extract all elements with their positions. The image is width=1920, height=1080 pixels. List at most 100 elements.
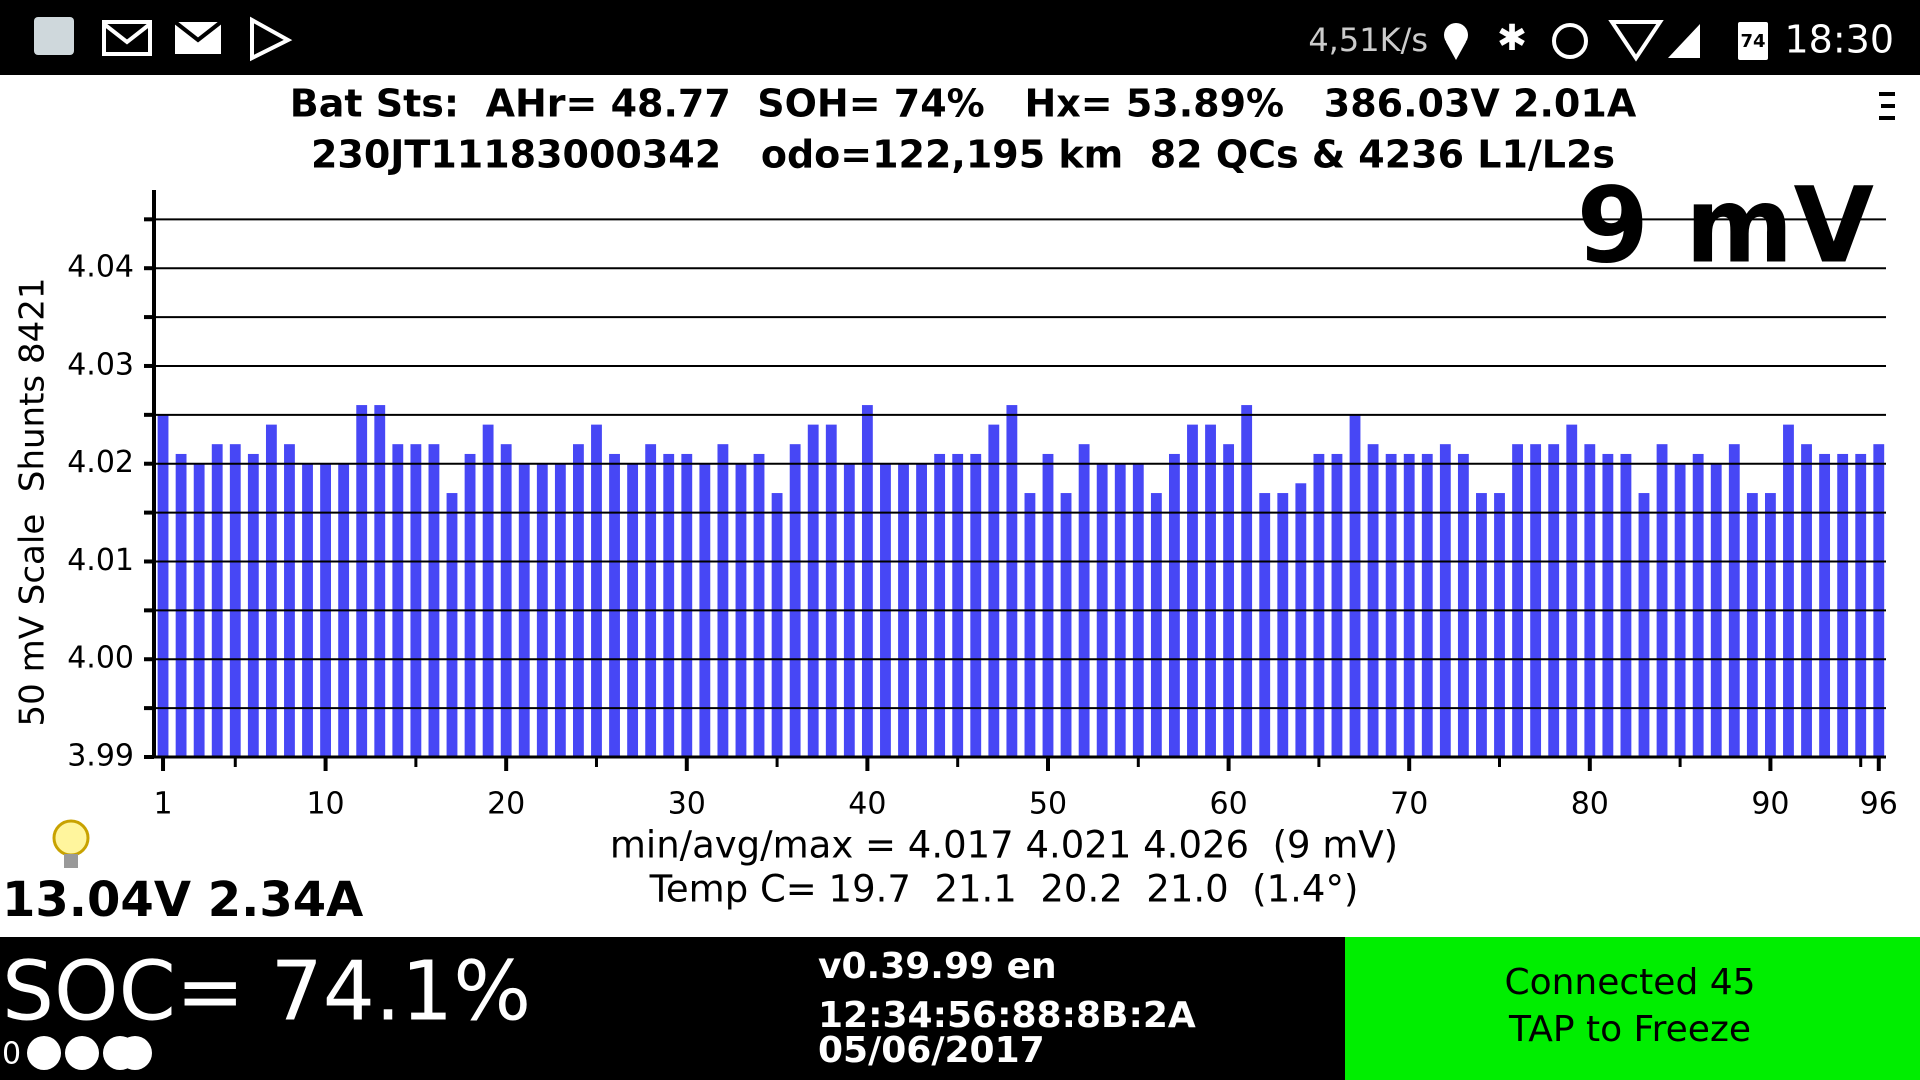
x-tick-label: 50 bbox=[1029, 787, 1067, 822]
header-line: 230JT11183000342 odo=122,195 km 82 QCs &… bbox=[311, 133, 1615, 177]
bar bbox=[1385, 453, 1397, 757]
bar bbox=[500, 444, 512, 757]
spread-annotation: 9 mV bbox=[1577, 164, 1874, 286]
x-tick-label: 96 bbox=[1860, 787, 1898, 822]
y-tick-label: 4.01 bbox=[67, 543, 134, 578]
x-tick-label: 1 bbox=[153, 787, 172, 822]
bar bbox=[717, 444, 729, 757]
bar bbox=[1855, 453, 1867, 757]
bar bbox=[1078, 444, 1090, 757]
y-tick-label: 4.03 bbox=[67, 347, 134, 382]
bar bbox=[663, 453, 675, 757]
alarm-icon bbox=[1552, 23, 1588, 59]
bar bbox=[1205, 424, 1216, 757]
bar bbox=[1783, 424, 1794, 757]
bar bbox=[789, 444, 801, 757]
x-tick-label: 40 bbox=[848, 787, 886, 822]
bar bbox=[1150, 493, 1162, 757]
x-tick-label: 90 bbox=[1751, 787, 1789, 822]
bar bbox=[464, 453, 476, 757]
bar bbox=[1873, 444, 1885, 757]
y-tick-label: 4.04 bbox=[67, 250, 134, 285]
bar bbox=[284, 444, 295, 757]
bar bbox=[356, 405, 368, 757]
bar bbox=[1764, 493, 1776, 757]
footer bbox=[0, 937, 1345, 1080]
bar bbox=[247, 453, 259, 757]
bulb-icon[interactable] bbox=[52, 819, 90, 868]
bar bbox=[1476, 493, 1487, 757]
bar bbox=[934, 453, 946, 757]
bar bbox=[1512, 444, 1523, 757]
connection-button[interactable] bbox=[1345, 937, 1920, 1080]
mac-address: 12:34:56:88:8B:2A bbox=[818, 995, 1196, 1036]
bar bbox=[1367, 444, 1379, 757]
x-tick-label: 30 bbox=[668, 787, 706, 822]
chart: 3.99 4.00 4.01 4.02 4.03 4.04 1 10 20 30 40 50 60 70 8… bbox=[67, 190, 1898, 822]
bar bbox=[428, 444, 440, 757]
bar bbox=[1566, 424, 1578, 757]
bar bbox=[1584, 444, 1596, 757]
wifi-icon bbox=[1608, 20, 1664, 62]
bar bbox=[1168, 453, 1180, 757]
bar bbox=[1530, 444, 1542, 757]
x-tick-label: 10 bbox=[306, 787, 344, 822]
bar bbox=[1457, 453, 1469, 757]
bar bbox=[157, 414, 169, 757]
bar bbox=[1620, 453, 1632, 757]
bar bbox=[1548, 444, 1560, 757]
x-tick-label: 70 bbox=[1390, 787, 1428, 822]
bar bbox=[1187, 424, 1198, 757]
date: 05/06/2017 bbox=[818, 1030, 1045, 1071]
x-tick-label: 80 bbox=[1571, 787, 1609, 822]
bar bbox=[609, 453, 620, 757]
bar bbox=[1331, 453, 1343, 757]
x-tick-label: 60 bbox=[1210, 787, 1248, 822]
bar bbox=[1421, 453, 1433, 757]
bar bbox=[573, 444, 584, 757]
soc-count: 0 bbox=[2, 1037, 21, 1072]
version: v0.39.99 en bbox=[818, 946, 1057, 987]
stats-line: Temp C= 19.7 21.1 20.2 21.0 (1.4°) bbox=[649, 868, 1359, 911]
y-axis-label: 50 mV Scale Shunts 8421 bbox=[13, 278, 53, 727]
stats-line: min/avg/max = 4.017 4.021 4.026 (9 mV) bbox=[610, 824, 1398, 867]
y-tick-label: 4.02 bbox=[67, 445, 134, 480]
bar bbox=[211, 444, 223, 757]
aux-battery: 13.04V 2.34A bbox=[2, 872, 363, 928]
bar bbox=[1746, 493, 1758, 757]
bar bbox=[410, 444, 422, 757]
bar bbox=[861, 405, 873, 757]
bar bbox=[681, 453, 693, 757]
bar bbox=[1277, 493, 1289, 757]
bar bbox=[591, 424, 602, 757]
status-icons: ✱ bbox=[34, 16, 1768, 62]
location-icon bbox=[1444, 23, 1468, 47]
bar bbox=[392, 444, 404, 757]
x-tick-label: 20 bbox=[487, 787, 525, 822]
bar bbox=[374, 405, 386, 757]
bar bbox=[265, 424, 277, 757]
bar bbox=[1241, 405, 1253, 757]
bar bbox=[1638, 493, 1650, 757]
bar bbox=[645, 444, 657, 757]
bar bbox=[807, 424, 819, 757]
bar bbox=[482, 424, 494, 757]
mail-icon bbox=[102, 20, 152, 56]
menu-button[interactable] bbox=[1879, 92, 1895, 120]
header-line: Bat Sts: AHr= 48.77 SOH= 74% Hx= 53.89% … bbox=[290, 82, 1637, 126]
signal-icon bbox=[1668, 24, 1700, 58]
bar bbox=[1494, 493, 1505, 757]
bar bbox=[1656, 444, 1668, 757]
bar bbox=[753, 453, 765, 757]
battery-level: 74 bbox=[1740, 31, 1765, 52]
net-speed: 4,51K/s bbox=[1308, 21, 1428, 59]
bar bbox=[1313, 453, 1325, 757]
bar bbox=[1024, 493, 1036, 757]
bar bbox=[1403, 453, 1415, 757]
bar bbox=[1837, 453, 1849, 757]
connection-status: TAP to Freeze bbox=[1508, 1009, 1751, 1050]
y-tick-label: 4.00 bbox=[67, 641, 134, 676]
bar bbox=[1728, 444, 1740, 757]
connection-status: Connected 45 bbox=[1504, 962, 1755, 1003]
